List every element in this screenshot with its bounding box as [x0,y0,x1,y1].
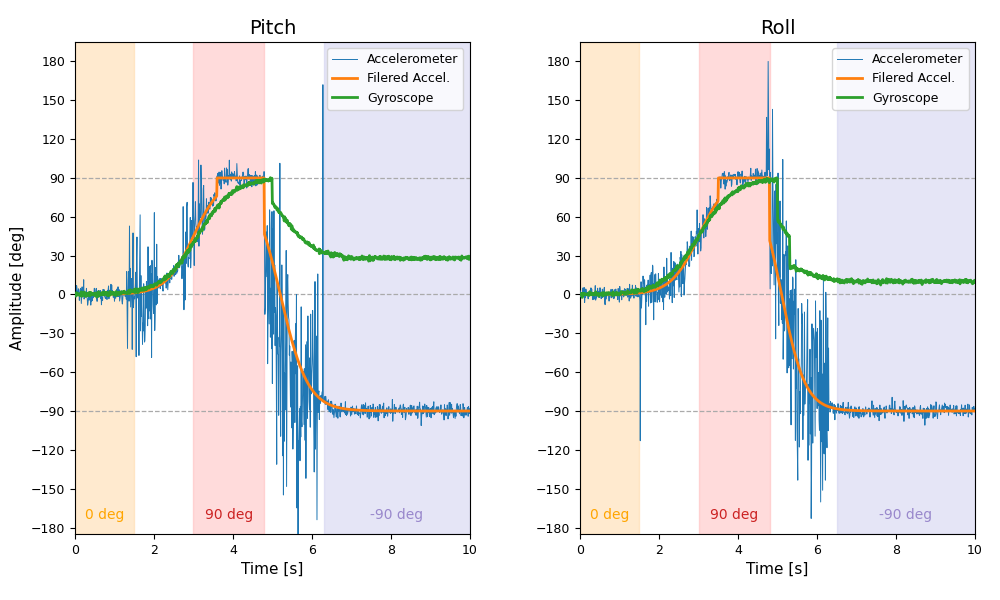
Text: 0 deg: 0 deg [590,508,630,521]
Accelerometer [377,402,389,409]
Gyroscope [264,174,276,181]
Filered Accel. [950,407,962,415]
X-axis label: Time [s]: Time [s] [746,562,809,577]
Text: -90 deg: -90 deg [879,508,932,521]
Gyroscope [392,254,404,262]
Accelerometer [805,515,817,522]
Filered Accel. [598,291,610,298]
Filered Accel. [418,407,430,415]
Filered Accel. [882,407,894,415]
Bar [837,42,975,534]
Filered Accel. [969,407,981,415]
Text: 90 deg: 90 deg [205,508,253,521]
Gyroscope [969,278,981,285]
Filered Accel. [69,291,81,298]
Filered Accel. [712,175,724,182]
Accelerometer [762,58,774,65]
Text: 0 deg: 0 deg [85,508,124,521]
Accelerometer [317,81,329,88]
Gyroscope [464,255,476,262]
Gyroscope [950,279,962,286]
Bar [580,42,639,534]
Line: Accelerometer: Accelerometer [75,85,470,599]
Y-axis label: Amplitude [deg]: Amplitude [deg] [10,226,25,350]
Text: 90 deg: 90 deg [710,508,758,521]
Filered Accel. [897,407,909,415]
Gyroscope [419,253,431,260]
Filered Accel. [924,407,936,415]
Accelerometer [464,405,476,412]
Accelerometer [392,407,404,414]
X-axis label: Time [s]: Time [s] [241,562,304,577]
Accelerometer [598,284,610,291]
Line: Filered Accel.: Filered Accel. [75,178,470,411]
Line: Gyroscope: Gyroscope [580,178,975,298]
Bar [324,42,470,534]
Title: Pitch: Pitch [249,19,296,38]
Line: Accelerometer: Accelerometer [580,61,975,518]
Bar [75,42,134,534]
Accelerometer [969,405,981,412]
Gyroscope [69,292,81,299]
Accelerometer [93,291,105,298]
Title: Roll: Roll [760,19,795,38]
Filered Accel. [392,407,404,415]
Accelerometer [445,410,457,417]
Gyroscope [93,291,105,298]
Gyroscope [599,290,611,297]
Gyroscope [770,174,782,181]
Accelerometer [883,408,895,415]
Gyroscope [150,280,162,287]
Filered Accel. [464,407,476,415]
Bar [193,42,264,534]
Legend: Accelerometer, Filered Accel., Gyroscope: Accelerometer, Filered Accel., Gyroscope [832,48,969,110]
Accelerometer [924,406,936,413]
Gyroscope [576,294,588,301]
Filered Accel. [574,291,586,298]
Gyroscope [574,291,586,298]
Accelerometer [654,292,666,299]
Filered Accel. [445,407,457,415]
Accelerometer [149,308,161,316]
Accelerometer [950,412,962,419]
Gyroscope [445,255,457,262]
Accelerometer [292,596,304,600]
Filered Accel. [211,175,223,182]
Filered Accel. [93,291,105,298]
Bar [699,42,770,534]
Gyroscope [377,254,389,262]
Gyroscope [91,293,103,301]
Gyroscope [655,280,667,287]
Accelerometer [69,292,81,299]
Accelerometer [897,397,909,404]
Accelerometer [574,287,586,295]
Accelerometer [419,400,431,407]
Filered Accel. [377,407,389,415]
Gyroscope [883,276,895,283]
Legend: Accelerometer, Filered Accel., Gyroscope: Accelerometer, Filered Accel., Gyroscope [327,48,463,110]
Line: Gyroscope: Gyroscope [75,178,470,297]
Text: -90 deg: -90 deg [370,508,423,521]
Filered Accel. [654,284,666,291]
Gyroscope [897,279,909,286]
Gyroscope [924,278,936,285]
Filered Accel. [149,284,161,291]
Line: Filered Accel.: Filered Accel. [580,178,975,411]
